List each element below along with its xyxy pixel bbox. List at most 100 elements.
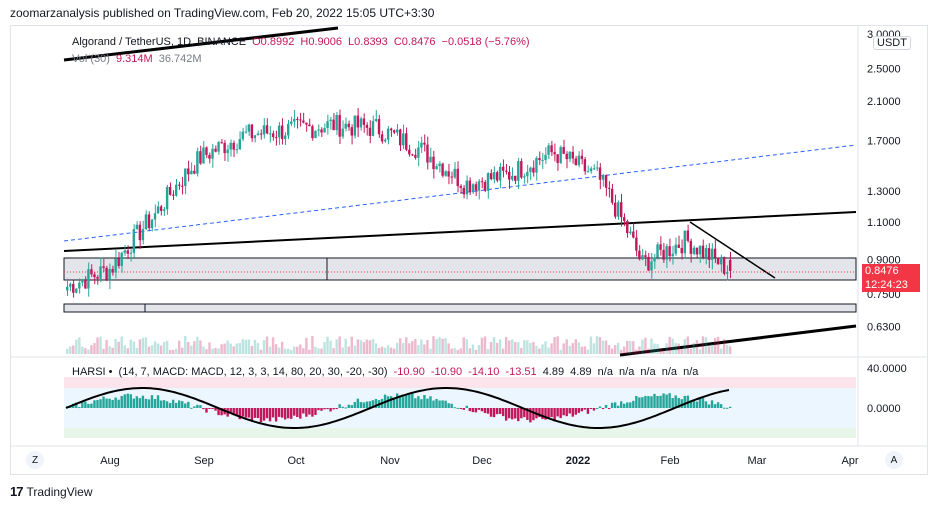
harsi-name[interactable]: HARSI: [72, 366, 106, 378]
candle-body: [217, 142, 220, 152]
candle-body: [138, 224, 142, 241]
volume-bar: [211, 348, 214, 354]
harsi-bar: [102, 396, 105, 408]
volume-label[interactable]: Vol (30): [72, 53, 110, 65]
volume-bar: [247, 339, 251, 354]
harsi-na: n/a: [661, 366, 678, 378]
candle-body: [444, 171, 447, 176]
harsi-bar: [435, 398, 438, 408]
harsi-bar: [389, 396, 393, 408]
zoom-button[interactable]: Z: [26, 451, 44, 469]
harsi-bar: [286, 408, 290, 419]
candle-body: [399, 129, 402, 146]
harsi-bar: [168, 403, 172, 408]
candle-body: [432, 156, 435, 170]
harsi-bar: [650, 396, 653, 408]
volume-bar: [199, 340, 202, 354]
volume-bar: [350, 336, 353, 354]
candle-body: [265, 125, 269, 134]
volume-bar: [607, 345, 611, 354]
harsi-bar: [144, 398, 148, 408]
harsi-bar: [329, 408, 332, 412]
harsi-bar: [126, 393, 129, 408]
candle-body: [286, 123, 290, 136]
countdown-tag: 12:24:23: [862, 278, 920, 292]
volume-bar: [347, 346, 350, 354]
candle-body: [692, 247, 696, 254]
candle-body: [423, 142, 426, 145]
candle-body: [420, 142, 423, 148]
candle-body: [99, 266, 102, 279]
volume-bar: [220, 344, 223, 354]
time-axis[interactable]: Aug Sep Oct Nov Dec 2022 Feb Mar Apr: [100, 455, 859, 467]
harsi-bar: [262, 408, 266, 421]
harsi-na: n/a: [597, 366, 613, 378]
currency-label[interactable]: USDT: [873, 36, 911, 50]
support-trendline-bottom[interactable]: [619, 324, 857, 357]
harsi-bar: [429, 396, 432, 408]
candle-body: [190, 170, 193, 175]
candle-body: [135, 224, 139, 230]
volume-bar: [695, 340, 699, 354]
volume-bar: [132, 341, 136, 354]
harsi-bar: [320, 408, 323, 411]
candle-body: [686, 230, 690, 241]
volume-bar: [547, 347, 550, 354]
candle-body: [317, 129, 320, 131]
harsi-bar: [716, 402, 720, 408]
harsi-bar: [598, 406, 602, 408]
harsi-na: n/a: [640, 366, 656, 378]
volume-bar: [374, 343, 378, 354]
volume-bar: [610, 348, 614, 354]
time-tick-label: Sep: [194, 455, 214, 467]
resistance-trendline[interactable]: [63, 211, 857, 252]
candle-body: [719, 256, 723, 265]
volume-bar: [710, 344, 714, 354]
chart-frame[interactable]: [10, 25, 928, 475]
volume-bar: [196, 336, 199, 354]
harsi-bar: [341, 406, 344, 408]
harsi-bar: [453, 407, 456, 409]
harsi-bar: [150, 395, 154, 408]
volume-bar: [386, 345, 390, 354]
candle-body: [568, 151, 571, 160]
candle-body: [392, 130, 396, 133]
harsi-bar: [75, 402, 78, 408]
volume-bar: [471, 344, 475, 354]
harsi-bar: [371, 400, 375, 408]
symbol-title[interactable]: Algorand / TetherUS, 1D, BINANCE: [72, 36, 247, 48]
harsi-bar: [302, 408, 305, 414]
harsi-axis[interactable]: 40.0000 0.0000: [867, 363, 907, 415]
volume-bar: [689, 349, 693, 354]
candle-body: [66, 286, 69, 291]
candle-body: [550, 145, 553, 153]
candle-body: [274, 137, 278, 139]
volume-bar: [120, 336, 123, 354]
volume-bar: [190, 345, 193, 354]
candle-body: [184, 168, 187, 187]
candle-body: [417, 147, 420, 158]
harsi-bar: [244, 408, 248, 418]
volume-bar: [193, 341, 196, 354]
candle-body: [359, 118, 363, 128]
candle-body: [126, 250, 129, 254]
harsi-bar: [722, 407, 726, 409]
candle-body: [638, 250, 641, 260]
downtrend-line[interactable]: [689, 221, 776, 279]
volume-bar: [662, 349, 665, 354]
harsi-bar: [474, 408, 478, 413]
volume-bar: [535, 345, 538, 354]
candle-body: [305, 122, 308, 125]
volume-bar: [538, 348, 541, 354]
resistance-trendline-top[interactable]: [63, 26, 339, 62]
volume-bar: [408, 343, 411, 354]
volume-bar: [90, 345, 93, 354]
volume-bar: [141, 337, 145, 354]
tradingview-logo[interactable]: 17: [10, 484, 24, 499]
candle-body: [520, 161, 523, 178]
harsi-v1: -10.90: [393, 366, 425, 378]
auto-scale-button[interactable]: A: [885, 451, 903, 469]
brand-name[interactable]: TradingView: [26, 484, 93, 499]
volume-bar: [102, 348, 105, 354]
